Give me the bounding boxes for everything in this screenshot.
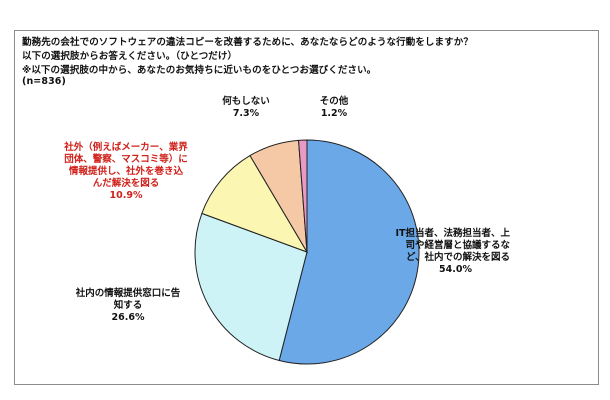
slice-label-2-line-0: 社外（例えばメーカー、業界 [63,141,188,153]
pie-slice-4 [298,139,308,253]
pie-slice-1 [194,212,308,362]
slice-label-2-line-3: んだ解決を図る [93,177,160,189]
slice-value-label-1: 26.6% [112,312,145,323]
slice-value-label-4: 1.2% [321,108,348,119]
sample-size: (n=836) [22,76,66,87]
slice-label-2-line-2: 情報提供し、社外を巻き込 [68,165,184,177]
question-line-2: 以下の選択肢からお答えください。（ひとつだけ） [22,51,238,62]
slice-label-3-line-0: 何もしない [222,95,270,107]
slice-label-0-line-2: ど、社内での解決を図る [406,251,510,263]
pie-slice-0 [278,139,420,365]
chart-frame [14,30,599,385]
slice-label-1-line-1: 知する [113,299,143,311]
slice-label-2-line-1: 団体、警察、マスコミ等）に [64,153,188,165]
slice-value-label-0: 54.0% [439,264,472,275]
question-line-1: 勤務先の会社でのソフトウェアの違法コピーを改善するために、あなたならどのような行… [22,37,473,48]
slice-value-label-3: 7.3% [233,108,260,119]
slice-label-4-line-0: その他 [320,95,349,107]
slice-label-0-line-1: 司や経営層と協議するな [405,239,510,251]
slice-label-1-line-0: 社内の情報提供窓口に告 [75,287,181,299]
question-line-3: ※以下の選択肢の中から、あなたのお気持ちに近いものをひとつお選びください。 [22,65,377,76]
pie-slice-2 [201,154,309,253]
slice-value-label-2: 10.9% [110,190,143,201]
slice-label-0-line-0: IT担当者、法務担当者、上 [395,227,510,239]
